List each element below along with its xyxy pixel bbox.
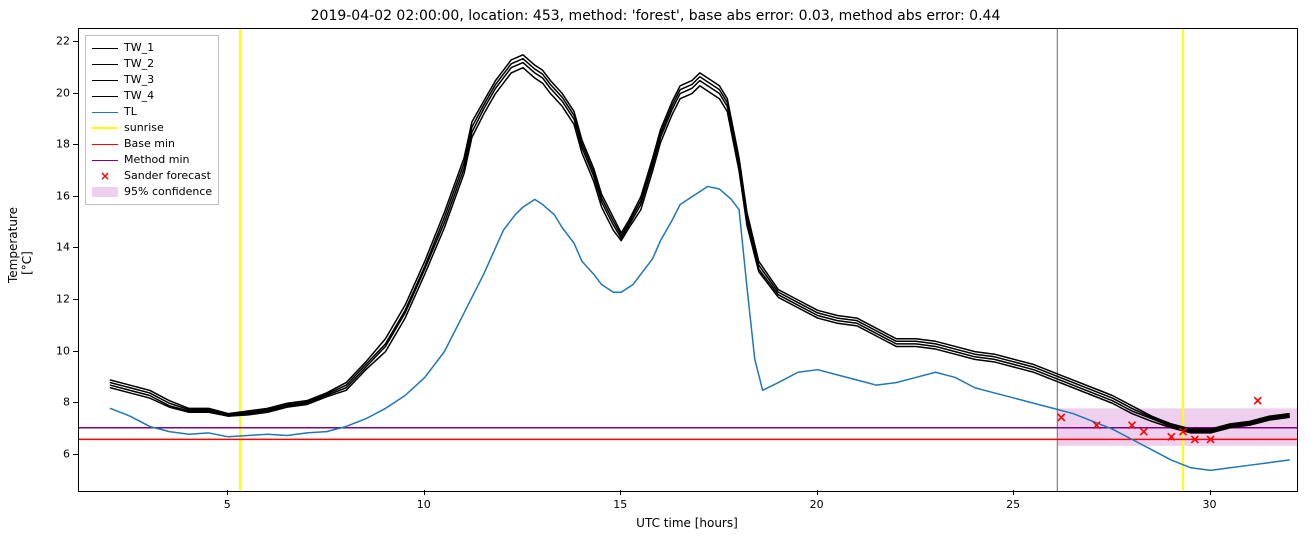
legend-label: Sander forecast bbox=[124, 168, 211, 183]
y-tick bbox=[73, 144, 78, 145]
series-svg bbox=[79, 29, 1297, 491]
chart-figure: 2019-04-02 02:00:00, location: 453, meth… bbox=[0, 0, 1311, 547]
x-tick-label: 15 bbox=[613, 498, 627, 511]
legend-item: Method min bbox=[92, 152, 212, 168]
y-tick-label: 10 bbox=[48, 344, 70, 357]
x-tick bbox=[1210, 490, 1211, 495]
legend-label: TW_1 bbox=[124, 40, 154, 55]
legend-label: TW_2 bbox=[124, 56, 154, 71]
chart-title: 2019-04-02 02:00:00, location: 453, meth… bbox=[0, 8, 1311, 24]
legend-item: 95% confidence bbox=[92, 184, 212, 200]
legend-swatch bbox=[92, 138, 118, 150]
y-tick-label: 22 bbox=[48, 34, 70, 47]
y-tick bbox=[73, 247, 78, 248]
legend-label: TL bbox=[124, 104, 137, 119]
y-tick-label: 6 bbox=[48, 447, 70, 460]
y-tick bbox=[73, 299, 78, 300]
legend: TW_1TW_2TW_3TW_4TLsunriseBase minMethod … bbox=[85, 35, 219, 205]
y-tick bbox=[73, 351, 78, 352]
legend-item: × Sander forecast bbox=[92, 168, 212, 184]
y-tick bbox=[73, 402, 78, 403]
legend-label: 95% confidence bbox=[124, 184, 212, 199]
legend-item: TW_3 bbox=[92, 72, 212, 88]
legend-swatch bbox=[92, 154, 118, 166]
legend-item: TW_2 bbox=[92, 56, 212, 72]
x-tick bbox=[1013, 490, 1014, 495]
legend-swatch bbox=[92, 42, 118, 54]
y-tick-label: 16 bbox=[48, 189, 70, 202]
x-tick-label: 20 bbox=[810, 498, 824, 511]
legend-label: sunrise bbox=[124, 120, 164, 135]
series-TW_2 bbox=[110, 63, 1289, 432]
x-tick-label: 30 bbox=[1203, 498, 1217, 511]
legend-swatch bbox=[92, 90, 118, 102]
x-tick-label: 5 bbox=[224, 498, 231, 511]
y-tick bbox=[73, 196, 78, 197]
legend-swatch bbox=[92, 186, 118, 198]
series-TW_1 bbox=[110, 55, 1289, 429]
x-tick bbox=[817, 490, 818, 495]
legend-item: Base min bbox=[92, 136, 212, 152]
y-axis-label: Temperature [°C] bbox=[6, 243, 34, 283]
legend-item: TW_1 bbox=[92, 40, 212, 56]
legend-swatch: × bbox=[92, 170, 118, 182]
legend-label: Method min bbox=[124, 152, 190, 167]
legend-label: TW_4 bbox=[124, 88, 154, 103]
legend-swatch bbox=[92, 58, 118, 70]
x-tick bbox=[424, 490, 425, 495]
x-axis-label: UTC time [hours] bbox=[78, 516, 1296, 530]
legend-swatch bbox=[92, 74, 118, 86]
y-tick bbox=[73, 93, 78, 94]
legend-swatch bbox=[92, 122, 118, 134]
y-tick-label: 12 bbox=[48, 293, 70, 306]
y-tick-label: 14 bbox=[48, 241, 70, 254]
y-tick bbox=[73, 454, 78, 455]
sander-forecast-marker bbox=[1254, 397, 1261, 404]
y-tick-label: 8 bbox=[48, 396, 70, 409]
legend-item: sunrise bbox=[92, 120, 212, 136]
x-tick-label: 10 bbox=[417, 498, 431, 511]
legend-item: TL bbox=[92, 104, 212, 120]
x-tick bbox=[227, 490, 228, 495]
legend-item: TW_4 bbox=[92, 88, 212, 104]
x-tick bbox=[620, 490, 621, 495]
plot-area: TW_1TW_2TW_3TW_4TLsunriseBase minMethod … bbox=[78, 28, 1298, 492]
legend-swatch bbox=[92, 106, 118, 118]
y-tick bbox=[73, 41, 78, 42]
x-tick-label: 25 bbox=[1006, 498, 1020, 511]
series-TW_4 bbox=[110, 68, 1289, 433]
y-tick-label: 20 bbox=[48, 86, 70, 99]
legend-label: TW_3 bbox=[124, 72, 154, 87]
legend-label: Base min bbox=[124, 136, 175, 151]
series-TW_3 bbox=[110, 59, 1289, 431]
y-tick-label: 18 bbox=[48, 138, 70, 151]
